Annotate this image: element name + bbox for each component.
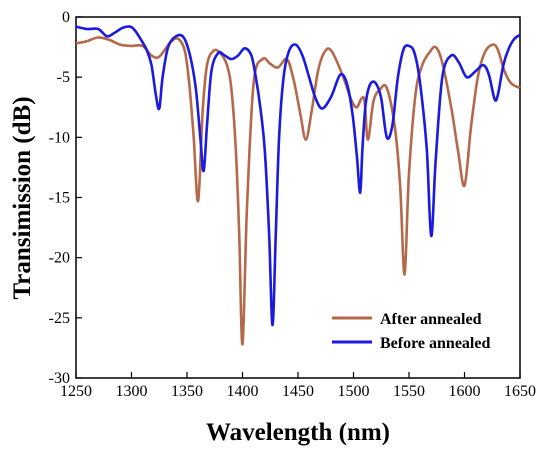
y-tick-label: 0 bbox=[62, 9, 70, 26]
legend: After annealed Before annealed bbox=[332, 311, 490, 352]
series-line-before-annealed bbox=[75, 25, 521, 327]
plot-area: 1250 1300 1350 1400 1450 1500 1550 1600 1650 0 -5… bbox=[49, 9, 536, 400]
legend-label-after: After annealed bbox=[380, 311, 482, 328]
x-tick-label: 1300 bbox=[116, 383, 148, 400]
x-tick-label: 1400 bbox=[227, 383, 259, 400]
x-tick-label: 1350 bbox=[171, 383, 203, 400]
y-tick-label: -15 bbox=[49, 190, 70, 207]
x-tick-label: 1500 bbox=[338, 383, 370, 400]
y-tick-label: -10 bbox=[49, 129, 70, 146]
x-axis: 1250 1300 1350 1400 1450 1500 1550 1600 1650 bbox=[60, 372, 536, 400]
series-layer bbox=[75, 25, 521, 346]
x-tick-label: 1650 bbox=[504, 383, 536, 400]
y-axis-title: Transimission (dB) bbox=[9, 96, 36, 299]
x-tick-label: 1600 bbox=[449, 383, 481, 400]
legend-label-before: Before annealed bbox=[380, 335, 490, 352]
x-tick-label: 1450 bbox=[282, 383, 314, 400]
y-tick-label: -5 bbox=[57, 69, 70, 86]
series-line-after-annealed bbox=[75, 36, 521, 346]
y-tick-label: -30 bbox=[49, 370, 70, 387]
x-tick-label: 1550 bbox=[393, 383, 425, 400]
y-tick-label: -20 bbox=[49, 250, 70, 267]
x-axis-title: Wavelength (nm) bbox=[206, 419, 390, 446]
y-tick-label: -25 bbox=[49, 310, 70, 327]
y-axis: 0 -5 -10 -15 -20 -25 -30 bbox=[49, 9, 82, 387]
x-tick-label: 1250 bbox=[60, 383, 92, 400]
